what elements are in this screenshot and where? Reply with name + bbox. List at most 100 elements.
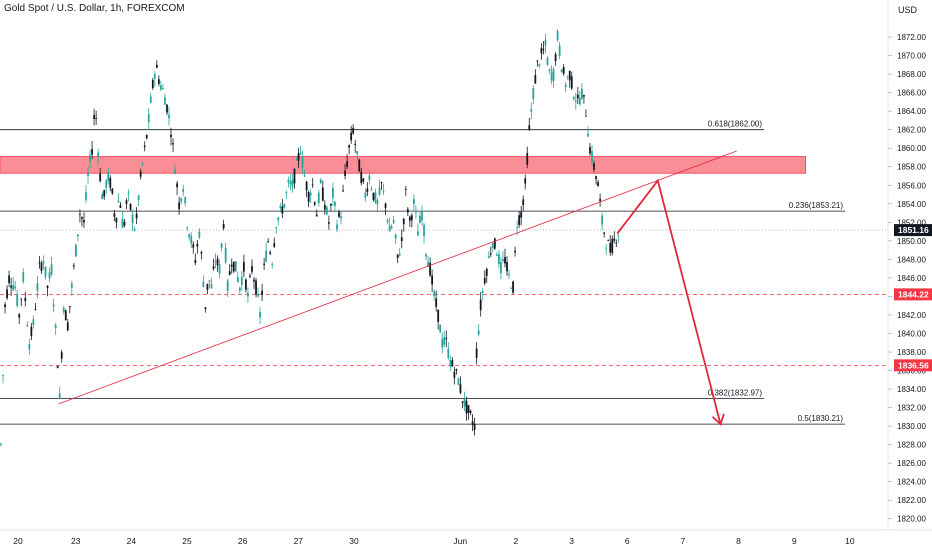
- candle-body: [275, 227, 278, 229]
- candle-body: [247, 292, 249, 297]
- candle-body: [396, 254, 399, 258]
- candle-body: [289, 181, 292, 185]
- candle-body: [350, 132, 353, 141]
- candle-body: [64, 310, 67, 321]
- candle-body: [271, 264, 274, 266]
- candle-body: [48, 272, 51, 279]
- candle-body: [184, 197, 187, 204]
- fib-level-label: 0.618(1862.00): [708, 120, 763, 129]
- price-tick-label: 1838.00: [897, 348, 926, 357]
- candle-body: [192, 244, 195, 248]
- price-tick-label: 1826.00: [897, 459, 926, 468]
- price-tick-label: 1864.00: [897, 107, 926, 116]
- candle-body: [453, 371, 456, 378]
- candle-body: [220, 243, 223, 248]
- trendline[interactable]: [58, 150, 737, 405]
- candle-body: [58, 393, 61, 398]
- price-tick-label: 1842.00: [897, 311, 926, 320]
- candle-body: [429, 262, 431, 276]
- candle-body: [137, 195, 140, 201]
- candle-body: [457, 378, 460, 385]
- candle-body: [107, 172, 110, 182]
- time-tick-label: 10: [845, 536, 855, 546]
- candle-body: [52, 304, 55, 307]
- candle-body: [95, 118, 98, 119]
- candle-body: [597, 182, 599, 187]
- candle-body: [129, 203, 132, 210]
- candle-body: [593, 163, 595, 170]
- candle-body: [70, 283, 73, 288]
- candle-body: [400, 237, 403, 241]
- candle-body: [558, 45, 561, 57]
- candles-layer: [0, 29, 620, 447]
- candle-body: [522, 199, 525, 206]
- currency-label: USD: [898, 5, 918, 15]
- candle-body: [149, 96, 152, 103]
- candle-body: [465, 400, 468, 414]
- candle-body: [356, 151, 359, 155]
- price-tag-text: 1844.22: [898, 289, 929, 299]
- candle-body: [85, 192, 87, 200]
- candle-body: [354, 143, 357, 145]
- candle-body: [546, 58, 549, 65]
- candle-body: [605, 247, 608, 249]
- projection-arrow[interactable]: [616, 178, 722, 425]
- time-tick-label: 26: [238, 536, 248, 546]
- candle-body: [119, 205, 122, 208]
- price-tag: [894, 288, 932, 301]
- price-tick-label: 1850.00: [897, 237, 926, 246]
- candle-body: [50, 264, 53, 275]
- candle-body: [352, 127, 355, 134]
- candle-body: [182, 188, 185, 192]
- time-tick-label: 3: [569, 536, 574, 546]
- candle-body: [439, 325, 442, 333]
- resistance-zone[interactable]: [0, 156, 807, 174]
- candle-body: [415, 211, 417, 213]
- candle-body: [348, 145, 351, 148]
- candle-body: [467, 405, 470, 413]
- candle-body: [380, 182, 383, 183]
- candle-body: [566, 76, 569, 78]
- candle-body: [394, 234, 397, 239]
- candle-body: [279, 206, 282, 209]
- candle-body: [164, 97, 166, 105]
- candle-body: [10, 285, 13, 288]
- time-tick-label: 8: [736, 536, 741, 546]
- candle-body: [309, 192, 312, 196]
- candle-body: [599, 198, 602, 202]
- candle-body: [568, 70, 571, 81]
- candle-body: [46, 285, 49, 289]
- price-tick-label: 1820.00: [897, 515, 926, 524]
- candle-body: [42, 260, 45, 264]
- price-tick-label: 1866.00: [897, 89, 926, 98]
- candle-body: [153, 73, 156, 79]
- time-tick-label: 27: [294, 536, 304, 546]
- candle-body: [344, 170, 346, 176]
- price-tick-label: 1860.00: [897, 144, 926, 153]
- candle-body: [370, 189, 373, 190]
- candle-body: [481, 291, 484, 294]
- candle-body: [461, 401, 464, 403]
- drawings-layer: [58, 150, 737, 426]
- price-tick-label: 1868.00: [897, 70, 926, 79]
- candle-body: [408, 216, 411, 221]
- candle-body: [417, 231, 419, 236]
- candle-body: [257, 293, 259, 297]
- candle-body: [251, 266, 253, 272]
- candle-body: [611, 239, 614, 253]
- candle-body: [473, 424, 476, 431]
- candle-body: [99, 173, 102, 182]
- candle-body: [601, 215, 604, 225]
- candle-body: [410, 215, 413, 221]
- price-tick-label: 1824.00: [897, 478, 926, 487]
- candle-body: [155, 64, 158, 68]
- time-tick-label: 23: [71, 536, 81, 546]
- candle-body: [285, 192, 288, 194]
- candle-body: [493, 238, 496, 249]
- candle-body: [362, 178, 365, 182]
- candle-body: [44, 266, 47, 277]
- candle-body: [265, 250, 268, 262]
- candle-body: [502, 259, 504, 261]
